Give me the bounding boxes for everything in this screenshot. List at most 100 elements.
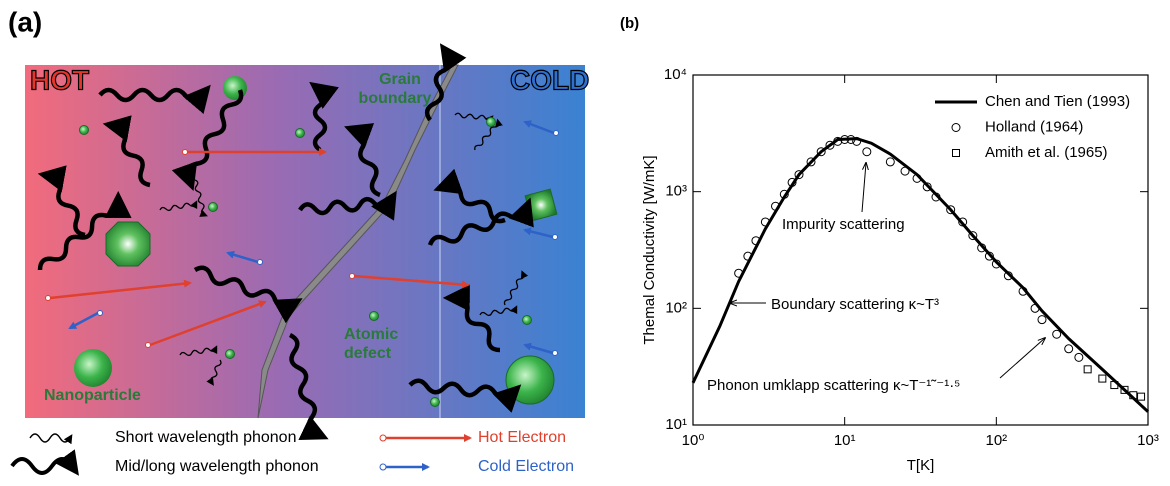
panel-label: (b) xyxy=(620,15,639,32)
data-point xyxy=(846,134,856,144)
data-point xyxy=(1018,286,1028,296)
cold-electron xyxy=(523,227,554,239)
data-point xyxy=(816,147,826,157)
data-point xyxy=(968,231,978,241)
long-phonon xyxy=(193,265,303,324)
legend-symbol xyxy=(952,149,960,157)
hot-electron xyxy=(353,274,470,289)
short-phonon xyxy=(194,179,208,217)
x-tick-label: 10⁰ xyxy=(682,432,705,449)
data-point xyxy=(771,201,781,211)
data-point xyxy=(1030,303,1040,313)
short-phonon xyxy=(454,112,494,124)
defect-label: Atomic xyxy=(344,326,398,343)
annotation: Phonon umklapp scattering κ~T⁻¹˜⁻¹·⁵ xyxy=(707,377,960,394)
long-phonon xyxy=(102,115,151,188)
long-phonon xyxy=(442,284,501,353)
data-point xyxy=(751,236,761,246)
hot-electron xyxy=(145,342,151,348)
data-point xyxy=(1129,391,1138,400)
short-phonon xyxy=(503,270,529,306)
long-phonon xyxy=(433,168,506,224)
long-phonon xyxy=(408,378,522,413)
y-axis-label: Themal Conductivity [W/mK] xyxy=(641,155,658,344)
data-point xyxy=(912,173,922,183)
long-phonon xyxy=(298,190,397,221)
nanoparticle xyxy=(505,355,555,405)
legend-text: Short wavelength phonon xyxy=(115,429,296,446)
diagram-legend: Short wavelength phonon Mid/long wavelen… xyxy=(10,429,574,476)
annotation-arrow xyxy=(861,163,866,213)
data-point xyxy=(852,136,862,146)
data-point xyxy=(794,170,804,180)
hot-electron xyxy=(349,273,355,279)
hot-electron xyxy=(49,279,192,300)
atomic-defect xyxy=(225,349,235,359)
annotation-arrow xyxy=(999,338,1045,379)
atomic-defect xyxy=(486,117,496,127)
series-line xyxy=(691,137,1150,413)
atomic-defect xyxy=(369,311,379,321)
plot-frame xyxy=(692,74,1149,426)
y-tick-label: 10² xyxy=(665,299,687,316)
legend-label: Amith et al. (1965) xyxy=(985,144,1108,161)
data-point xyxy=(862,147,872,157)
cold-electron xyxy=(523,342,554,355)
legend-hot-electron xyxy=(379,434,387,442)
data-point xyxy=(885,157,895,167)
short-phonon xyxy=(159,200,198,212)
data-point xyxy=(743,251,753,261)
data-point xyxy=(833,136,843,146)
data-point xyxy=(1064,344,1074,354)
data-point xyxy=(1074,352,1084,362)
defect-label: defect xyxy=(344,345,392,362)
hot-electron xyxy=(149,300,267,347)
legend-cold-electron xyxy=(379,463,387,471)
grain-label: boundary xyxy=(359,90,432,107)
data-point xyxy=(1003,271,1013,281)
data-point xyxy=(946,205,956,215)
cold-electron xyxy=(257,259,263,265)
data-point xyxy=(977,243,987,253)
y-tick-label: 10³ xyxy=(665,183,687,200)
atomic-defect xyxy=(79,125,89,135)
y-tick-label: 10¹ xyxy=(665,416,687,433)
hot-label: HOT xyxy=(30,64,89,95)
cold-label: COLD xyxy=(510,64,589,95)
data-point xyxy=(1052,329,1062,339)
legend-text: Cold Electron xyxy=(478,458,574,475)
long-phonon xyxy=(98,84,211,115)
hot-electron xyxy=(182,149,188,155)
cold-electron xyxy=(226,250,259,264)
data-point xyxy=(1120,385,1129,394)
nanoparticle-label: Nanoparticle xyxy=(44,387,141,404)
atomic-defect xyxy=(430,397,440,407)
nanoparticle xyxy=(105,221,151,267)
data-point xyxy=(787,177,797,187)
short-phonon xyxy=(179,345,218,357)
data-point xyxy=(840,134,850,144)
grain-label: Grain xyxy=(379,71,421,88)
data-point xyxy=(991,259,1001,269)
cold-electron xyxy=(68,311,99,330)
x-tick-label: 10³ xyxy=(1137,432,1159,449)
data-point xyxy=(900,166,910,176)
data-point xyxy=(1098,374,1107,383)
cold-electron xyxy=(552,234,558,240)
data-point xyxy=(1110,381,1119,390)
long-phonon xyxy=(171,89,244,192)
long-phonon xyxy=(37,190,132,271)
legend-text: Mid/long wavelength phonon xyxy=(115,458,319,475)
legend-label: Chen and Tien (1993) xyxy=(985,93,1130,110)
long-phonon xyxy=(288,332,329,440)
data-point xyxy=(734,268,744,278)
data-point xyxy=(922,182,932,192)
data-point xyxy=(779,189,789,199)
long-phonon xyxy=(427,197,534,246)
short-phonon xyxy=(479,305,518,317)
legend-short-phonon xyxy=(29,433,73,445)
long-phonon xyxy=(309,81,339,152)
nanoparticle xyxy=(223,76,247,100)
